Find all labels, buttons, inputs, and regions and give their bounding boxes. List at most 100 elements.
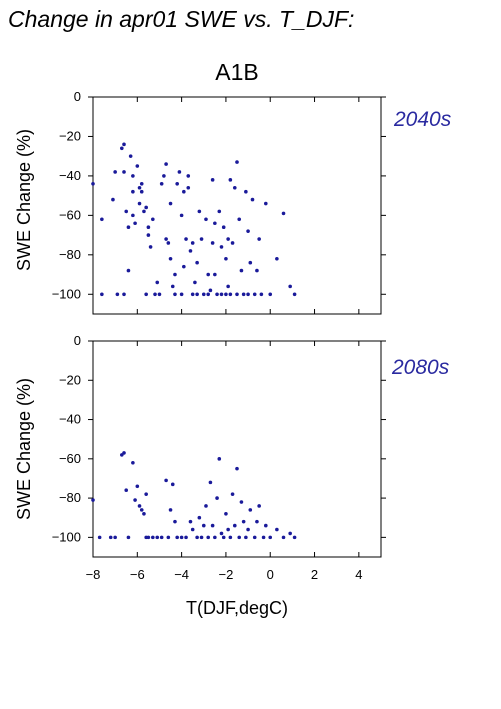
scatter-point [228,178,233,182]
scatter-point [179,292,184,297]
scatter-point [201,523,206,528]
x-tick-label: −6 [130,567,145,582]
scatter-point [139,508,144,512]
scatter-point [173,519,177,524]
x-tick-label: −8 [86,567,101,582]
scatter-point [213,535,217,540]
scatter-point [237,535,242,540]
scatter-point [164,162,168,166]
scatter-point [139,189,144,194]
x-tick-label: −2 [219,567,234,582]
panel-2080s: 2080s SWE Change (%) 0 −20 −40 −60 −80 −100 [14,333,450,558]
scatter-point [97,535,102,540]
x-ticks [92,341,360,557]
y-tick-label: 0 [74,89,81,104]
scatter-point [226,284,230,289]
y-tick-label: −40 [59,412,81,427]
scatter-point [131,189,135,194]
scatter-point [100,217,104,222]
scatter-point [264,523,268,528]
x-tick-label: 0 [267,567,274,582]
scatter-point [241,292,246,297]
scatter-point [235,466,239,471]
x-axis-label: T(DJF,degC) [186,598,288,618]
scatter-point [246,229,250,233]
plot-frame [92,96,382,315]
scatter-point [131,213,135,218]
scatter-point [168,201,173,206]
scatter-point [175,535,179,540]
scatter-point [281,535,286,540]
panel-period-label: 2080s [391,356,450,379]
scatter-point [292,292,297,297]
scatter-point [210,523,215,528]
scatter-point [111,197,115,202]
scatter-point [250,197,255,202]
scatter-point [224,292,228,297]
scatter-point [146,225,151,229]
scatter-point [281,211,286,216]
panel-2040s: 2040s SWE Change (%) 0 −20 −40 −60 −80 −100 [14,89,452,315]
scatter-point [168,508,173,512]
scatter-point [124,488,129,493]
scatter-point [122,142,126,147]
scatter-point [173,292,177,297]
scatter-point [188,519,193,524]
scatter-point [91,498,95,502]
scatter-point [144,205,148,210]
scatter-point [224,256,228,261]
scatter-point [126,268,131,273]
scatter-point [226,527,230,532]
y-tick-label: −80 [59,247,81,262]
scatter-point [204,217,208,222]
scatter-point [186,185,191,190]
scatter-point [142,209,146,214]
scatter-point [252,535,257,540]
scatter-point [228,535,233,540]
scatter-point [219,292,224,297]
scatter-point [146,535,151,540]
scatter-point [230,241,235,245]
scatter-point [292,535,297,540]
scatter-point [252,292,257,297]
scatter-point [228,292,233,297]
scatter-point [204,504,208,508]
x-tick-labels: −8 −6 −4 −2 0 2 4 [86,567,363,582]
scatter-point [195,260,199,265]
x-tick-label: 4 [355,567,362,582]
scatter-point [226,237,230,241]
scatter-point [164,237,168,241]
scatter-point [184,237,188,241]
scatter-point [135,164,140,168]
y-tick-label: −20 [59,128,81,143]
scatter-point [131,174,135,178]
scatter-point [224,512,228,516]
scatter-point [264,201,268,206]
scatter-point [268,292,273,297]
scatter-point [199,237,204,241]
scatter-point [215,496,219,500]
scatter-point [210,178,215,182]
scatter-point [248,508,253,512]
scatter-point [190,292,195,297]
scatter-point [232,523,237,528]
scatter-point [153,292,157,297]
scatter-points [91,142,297,297]
scatter-point [221,225,226,229]
y-ticks: 0 −20 −40 −60 −80 −100 [52,333,386,544]
scatter-point [215,292,219,297]
panel-period-label: 2040s [393,108,452,131]
scatter-point [144,492,148,496]
figure-title: Change in apr01 SWE vs. T_DJF: [8,6,354,32]
scatter-point [137,504,142,508]
scatter-point [188,249,193,253]
scatter-point [288,531,292,536]
scatter-point [164,478,168,483]
y-tick-label: −20 [59,372,81,387]
scatter-point [195,292,199,297]
scatter-point [120,146,124,151]
scatter-point [244,535,248,540]
scatter-point [199,535,204,540]
scatter-point [155,535,160,540]
scatter-point [241,519,246,524]
